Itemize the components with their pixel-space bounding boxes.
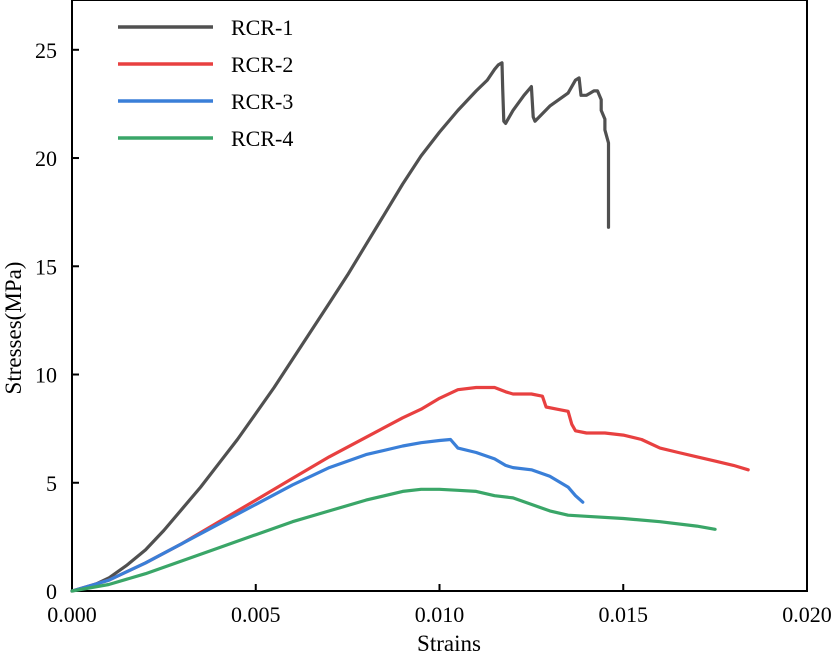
series-line-rcr-4 [70, 487, 717, 593]
axis-ticks: 0.000 0.005 0.010 0.015 0.020 0 5 10 15 20 25 [35, 38, 832, 627]
y-tick-label: 5 [46, 471, 57, 496]
legend-label-rcr-4: RCR-4 [231, 126, 293, 151]
legend-label-rcr-3: RCR-3 [231, 89, 293, 114]
x-axis-title: Strains [417, 631, 481, 656]
y-tick-label: 15 [35, 254, 57, 279]
y-tick-label: 25 [35, 38, 57, 63]
legend-label-rcr-1: RCR-1 [231, 15, 293, 40]
y-tick-label: 20 [35, 146, 57, 171]
series-lines [70, 61, 750, 593]
x-tick-label: 0.005 [231, 602, 281, 627]
y-axis-title: Stresses(MPa) [1, 262, 26, 395]
legend: RCR-1 RCR-2 RCR-3 RCR-4 [118, 15, 293, 151]
plot-frame [71, 0, 808, 592]
y-tick-label: 0 [46, 579, 57, 604]
series-line-rcr-1 [70, 61, 611, 593]
x-tick-label: 0.015 [599, 602, 649, 627]
x-tick-label: 0.010 [415, 602, 465, 627]
legend-label-rcr-2: RCR-2 [231, 52, 293, 77]
x-tick-label: 0.020 [782, 602, 832, 627]
x-tick-label: 0.000 [47, 602, 97, 627]
y-tick-label: 10 [35, 363, 57, 388]
series-line-rcr-3 [70, 437, 585, 593]
series-line-rcr-2 [70, 385, 750, 593]
